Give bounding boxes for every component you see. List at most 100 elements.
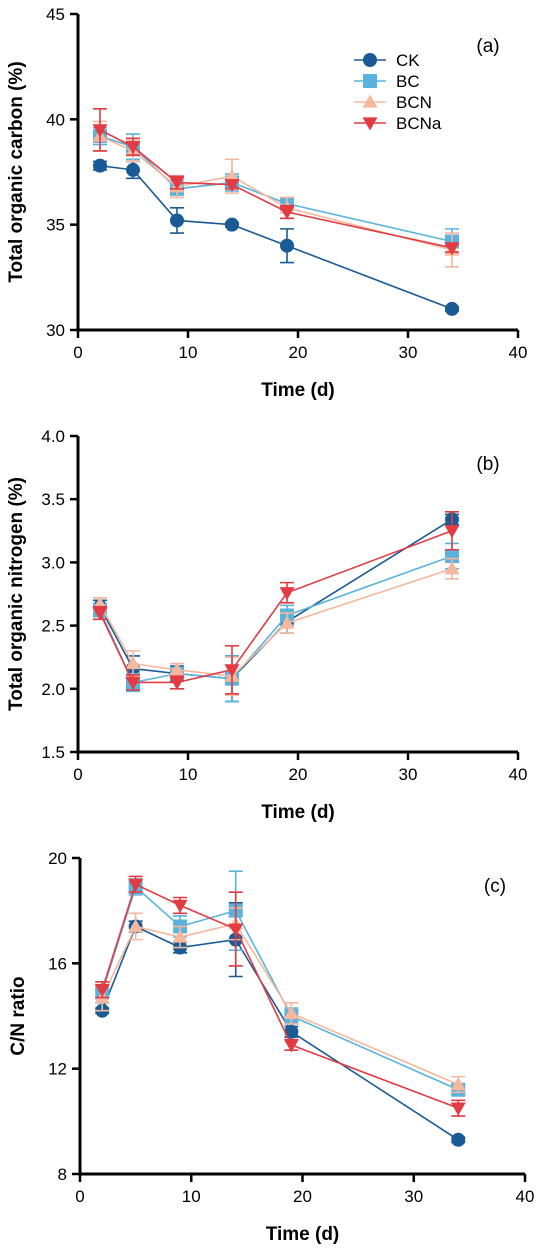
- data-point: [444, 242, 460, 256]
- legend-marker: [362, 117, 378, 131]
- data-point: [283, 1005, 299, 1019]
- y-tick-label: 4.0: [41, 427, 65, 446]
- data-point: [279, 206, 295, 220]
- series-bcna: [94, 875, 466, 1117]
- x-tick-label: 0: [73, 765, 82, 784]
- x-tick-label: 10: [179, 343, 198, 362]
- legend-marker: [362, 94, 378, 108]
- series-line: [99, 555, 453, 684]
- y-tick-label: 8: [58, 1165, 67, 1184]
- data-point: [125, 656, 141, 670]
- series-line: [101, 883, 459, 1109]
- legend: CK BC BCN BCNa: [354, 51, 442, 133]
- y-tick-label: 2.5: [41, 617, 65, 636]
- x-tick-label: 10: [179, 765, 198, 784]
- data-point: [280, 238, 294, 253]
- y-tick-label: 2.0: [41, 680, 65, 699]
- series-line: [99, 135, 453, 251]
- y-axis-title: Total organic carbon (%): [6, 61, 27, 282]
- data-point: [445, 301, 459, 316]
- y-tick-label: 35: [46, 216, 65, 235]
- legend-marker: [363, 74, 377, 88]
- data-point: [228, 923, 244, 937]
- data-point: [279, 587, 295, 601]
- series-bcn: [94, 907, 466, 1094]
- chart-panel-a: 0 10 20 30 40 30 35 40 45 Time (d) Total organic c…: [6, 5, 527, 401]
- y-tick-label: 3.0: [41, 553, 65, 572]
- x-axis-title: Time (d): [266, 1224, 340, 1245]
- data-point: [93, 158, 107, 173]
- data-point: [450, 1102, 466, 1116]
- data-point: [224, 664, 240, 678]
- data-point: [169, 662, 185, 676]
- y-axis-title: Total organic nitrogen (%): [6, 477, 27, 711]
- x-tick-label: 0: [73, 343, 82, 362]
- series-line: [101, 922, 459, 1086]
- legend-label: CK: [396, 51, 420, 70]
- series-bc: [93, 542, 459, 703]
- x-tick-label: 10: [182, 1187, 201, 1206]
- y-tick-label: 45: [46, 5, 65, 24]
- x-tick-label: 20: [289, 343, 308, 362]
- y-tick-label: 3.5: [41, 490, 65, 509]
- x-tick-label: 20: [289, 765, 308, 784]
- data-point: [283, 1039, 299, 1053]
- data-point: [284, 1024, 299, 1039]
- series-ck: [93, 158, 459, 316]
- series-bcna: [92, 511, 460, 695]
- data-point: [170, 213, 184, 228]
- x-tick-label: 20: [293, 1187, 312, 1206]
- panel-label: (c): [484, 876, 506, 897]
- series-line: [99, 530, 453, 684]
- legend-label: BCN: [396, 93, 432, 112]
- data-point: [94, 984, 110, 998]
- x-tick-label: 30: [404, 1187, 423, 1206]
- data-point: [128, 918, 144, 933]
- x-tick-label: 0: [75, 1187, 84, 1206]
- data-point: [224, 179, 240, 193]
- series-line: [99, 518, 453, 680]
- x-axis-title: Time (d): [261, 380, 335, 401]
- data-point: [224, 168, 240, 182]
- series-bcna: [92, 108, 460, 256]
- y-tick-label: 30: [46, 321, 65, 340]
- x-axis-title: Time (d): [261, 802, 335, 823]
- y-tick-label: 12: [48, 1060, 67, 1079]
- series-bcn: [92, 557, 460, 696]
- x-tick-label: 40: [516, 1187, 535, 1206]
- x-tick-label: 30: [399, 765, 418, 784]
- y-tick-label: 16: [48, 954, 67, 973]
- data-point: [125, 141, 141, 155]
- data-point: [172, 929, 188, 943]
- y-axis-title: C/N ratio: [8, 976, 29, 1055]
- y-tick-label: 20: [48, 849, 67, 868]
- data-point: [444, 561, 460, 575]
- legend-marker: [363, 53, 377, 67]
- series-line: [101, 885, 459, 1091]
- data-point: [450, 1076, 466, 1091]
- data-point: [92, 607, 108, 621]
- data-point: [225, 217, 239, 232]
- series-bcn: [92, 120, 460, 268]
- panel-label: (b): [476, 454, 499, 475]
- series-ck: [95, 901, 466, 1147]
- data-point: [169, 176, 185, 191]
- series-line: [99, 567, 453, 677]
- data-point: [279, 615, 295, 629]
- x-tick-label: 30: [399, 343, 418, 362]
- series-bc: [93, 126, 459, 255]
- series-bc: [95, 870, 466, 1097]
- series-line: [99, 135, 453, 243]
- series-line: [99, 164, 453, 310]
- chart-panel-c: 0 10 20 30 40 8 12 16 20 Time (d) C/N ratio (c): [8, 849, 534, 1245]
- data-point: [445, 549, 459, 564]
- data-point: [172, 899, 188, 913]
- data-point: [128, 878, 144, 892]
- x-tick-label: 40: [509, 343, 528, 362]
- data-point: [169, 676, 185, 690]
- series-line: [101, 925, 459, 1141]
- data-point: [125, 676, 141, 690]
- x-tick-label: 40: [509, 765, 528, 784]
- data-point: [444, 525, 460, 539]
- data-point: [126, 162, 140, 177]
